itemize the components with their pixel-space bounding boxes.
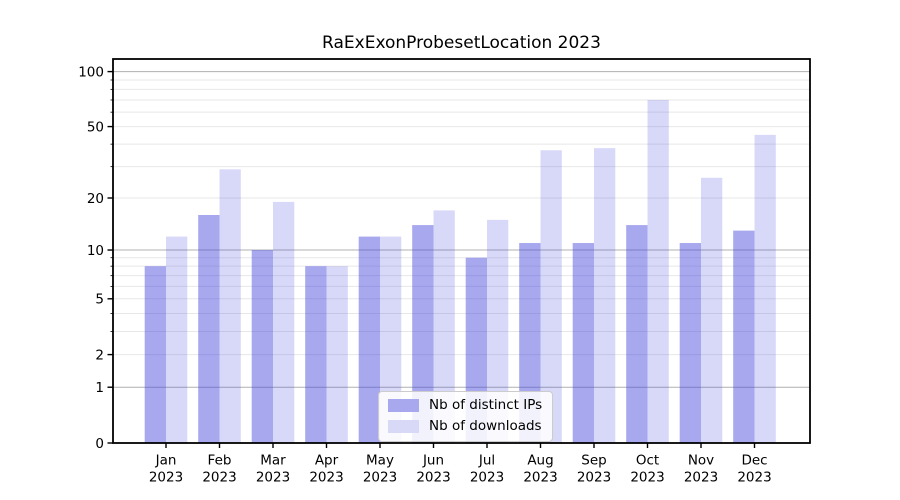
bar-downloads-aug [540,150,562,443]
bar-distinct-ips-sep [572,243,594,443]
legend-item-downloads: Nb of downloads [388,417,542,434]
bar-distinct-ips-mar [251,250,273,443]
legend-swatch-downloads-icon [388,419,419,433]
x-tick-label-year-feb: 2023 [202,470,236,486]
x-tick-label-year-mar: 2023 [256,470,290,486]
bar-distinct-ips-jun [412,225,434,443]
x-tick-label-month-apr: Apr [315,453,339,469]
y-tick-label-1: 1 [95,380,104,396]
x-tick-label-year-oct: 2023 [630,470,664,486]
bar-downloads-nov [701,177,723,443]
y-tick-label-0: 0 [95,436,104,452]
bar-downloads-sep [594,148,616,444]
y-tick-label-10: 10 [87,243,104,259]
y-tick-label-50: 50 [87,119,104,135]
x-tick-label-month-feb: Feb [208,453,232,469]
bar-downloads-jan [166,236,188,443]
x-tick-label-month-jan: Jan [155,453,177,469]
x-tick-label-year-jun: 2023 [416,470,450,486]
bar-distinct-ips-feb [198,214,220,443]
bar-distinct-ips-oct [626,225,648,443]
bar-downloads-jun [433,210,455,443]
x-tick-label-year-jul: 2023 [470,470,504,486]
x-tick-label-month-mar: Mar [260,453,286,469]
legend-label-downloads: Nb of downloads [429,417,542,434]
legend-swatch-distinct-ips-icon [388,398,419,412]
x-tick-label-month-oct: Oct [636,453,659,469]
x-tick-label-month-aug: Aug [527,453,553,469]
bar-downloads-jul [487,219,509,443]
legend: Nb of distinct IPs Nb of downloads [378,391,554,442]
bar-distinct-ips-apr [305,266,327,443]
y-tick-label-2: 2 [95,347,104,363]
x-tick-label-month-dec: Dec [741,453,767,469]
chart-title: RaExExonProbesetLocation 2023 [322,33,601,53]
legend-item-distinct-ips: Nb of distinct IPs [388,398,542,413]
x-tick-label-year-nov: 2023 [684,470,718,486]
bar-distinct-ips-nov [679,243,701,443]
x-tick-label-month-sep: Sep [581,453,606,469]
x-tick-label-month-jun: Jun [422,453,444,469]
y-tick-label-100: 100 [78,64,104,80]
bar-downloads-mar [273,201,295,443]
y-tick-label-20: 20 [87,191,104,207]
x-tick-label-month-jul: Jul [478,453,495,469]
y-tick-label-5: 5 [95,292,104,308]
x-tick-label-year-may: 2023 [363,470,397,486]
bar-distinct-ips-jan [144,266,166,443]
x-tick-label-year-sep: 2023 [577,470,611,486]
x-tick-label-year-jan: 2023 [149,470,183,486]
bar-downloads-apr [326,266,348,443]
x-tick-label-year-apr: 2023 [309,470,343,486]
x-tick-label-year-dec: 2023 [737,470,771,486]
x-tick-label-year-aug: 2023 [523,470,557,486]
x-tick-label-month-nov: Nov [688,453,714,469]
x-tick-label-month-may: May [366,453,394,469]
bar-downloads-dec [754,134,776,443]
bar-downloads-feb [219,169,241,443]
bar-downloads-oct [647,99,669,444]
bar-distinct-ips-dec [733,230,755,443]
plot-frame [112,58,811,444]
legend-label-distinct-ips: Nb of distinct IPs [429,397,543,413]
bar-distinct-ips-may [358,236,380,443]
